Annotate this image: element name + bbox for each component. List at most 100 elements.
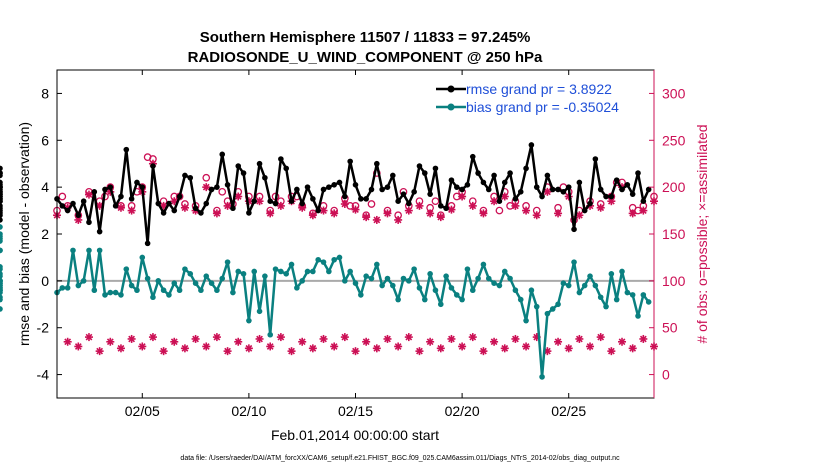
legend-bias-marker bbox=[447, 103, 455, 111]
y2-tick-label: 50 bbox=[662, 320, 678, 336]
obs-assimilated-point bbox=[436, 213, 445, 222]
rmse-point bbox=[288, 198, 295, 204]
y2-tick-label: 200 bbox=[662, 179, 686, 195]
obs-assimilated-point bbox=[351, 205, 360, 214]
y-axis-left: -4 -2 0 2 4 6 8 bbox=[37, 85, 62, 383]
rmse-point bbox=[571, 226, 577, 233]
bias-point bbox=[107, 289, 114, 296]
bias-point bbox=[400, 275, 407, 282]
obs-assimilated-point bbox=[511, 334, 520, 343]
bias-point bbox=[512, 287, 519, 294]
obs-assimilated-point bbox=[298, 337, 307, 346]
obs-assimilated-point bbox=[191, 334, 200, 343]
bias-point bbox=[102, 292, 108, 298]
bias-point bbox=[326, 268, 332, 275]
bias-series-layer bbox=[0, 224, 652, 380]
obs-assimilated-point bbox=[180, 344, 189, 353]
bias-point bbox=[539, 374, 545, 380]
obs-assimilated-point bbox=[287, 347, 296, 356]
obs-assimilated-point bbox=[575, 334, 584, 343]
rmse-point bbox=[198, 210, 204, 216]
rmse-point bbox=[0, 207, 3, 214]
obs-assimilated-point bbox=[84, 190, 93, 199]
bias-point bbox=[608, 271, 615, 277]
bias-point bbox=[320, 259, 327, 265]
obs-assimilated-point bbox=[319, 334, 328, 343]
rmse-point bbox=[182, 172, 188, 179]
bias-point bbox=[390, 282, 396, 289]
rmse-point bbox=[283, 165, 290, 172]
bias-point bbox=[160, 287, 167, 294]
x-tick-label: 02/15 bbox=[338, 403, 373, 419]
bias-point bbox=[581, 282, 588, 289]
bias-point bbox=[75, 282, 82, 289]
rmse-point bbox=[400, 191, 407, 197]
obs-possible-point bbox=[202, 173, 211, 182]
bias-point bbox=[336, 254, 343, 261]
rmse-point bbox=[310, 196, 316, 202]
obs-assimilated-point bbox=[532, 211, 541, 220]
rmse-point bbox=[496, 198, 503, 204]
rmse-point bbox=[560, 189, 567, 195]
bias-point bbox=[80, 278, 87, 284]
rmse-point bbox=[448, 177, 455, 183]
obs-assimilated-point bbox=[159, 347, 168, 356]
obs-assimilated-point bbox=[426, 337, 435, 346]
obs-assimilated-point bbox=[223, 201, 232, 210]
obs-assimilated-point bbox=[564, 344, 573, 353]
bias-point bbox=[411, 266, 417, 272]
obs-assimilated-point bbox=[255, 197, 264, 206]
rmse-point bbox=[203, 200, 210, 207]
obs-assimilated-point bbox=[404, 333, 413, 342]
bias-point bbox=[267, 331, 274, 338]
bias-point bbox=[496, 282, 503, 289]
obs-assimilated-point bbox=[212, 333, 221, 342]
bias-point bbox=[283, 271, 290, 277]
bias-point bbox=[246, 317, 252, 324]
rmse-point bbox=[187, 174, 194, 181]
bias-point bbox=[533, 303, 540, 310]
obs-assimilated-point bbox=[362, 337, 371, 346]
bias-point bbox=[517, 296, 524, 303]
rmse-point bbox=[0, 217, 3, 223]
rmse-point bbox=[320, 186, 327, 193]
bias-point bbox=[592, 282, 599, 289]
bias-point bbox=[358, 292, 364, 298]
bias-point bbox=[176, 287, 183, 294]
bias-point bbox=[166, 292, 172, 298]
y-tick-label: 8 bbox=[41, 85, 49, 101]
obs-assimilated-point bbox=[479, 209, 488, 218]
rmse-point bbox=[485, 186, 492, 193]
rmse-point bbox=[128, 196, 135, 202]
obs-assimilated-point bbox=[511, 201, 520, 210]
rmse-point bbox=[549, 186, 556, 193]
bias-point bbox=[501, 268, 508, 275]
obs-assimilated-point bbox=[639, 334, 648, 343]
rmse-point bbox=[421, 170, 428, 176]
obs-assimilated-point bbox=[479, 347, 488, 356]
obs-assimilated-point bbox=[330, 342, 339, 351]
y-tick-label: 0 bbox=[41, 273, 49, 289]
bias-point bbox=[64, 285, 71, 291]
plot-area bbox=[57, 70, 654, 398]
obs-assimilated-point bbox=[618, 337, 627, 346]
obs-assimilated-point bbox=[266, 342, 275, 351]
x-tick-label: 02/05 bbox=[125, 403, 160, 419]
obs-assimilated-point bbox=[372, 344, 381, 353]
rmse-point bbox=[629, 191, 636, 197]
bias-point bbox=[0, 271, 3, 277]
rmse-point bbox=[507, 170, 513, 176]
bias-point bbox=[240, 271, 247, 277]
rmse-point bbox=[0, 170, 3, 176]
rmse-point bbox=[70, 200, 76, 207]
bias-point bbox=[544, 310, 551, 317]
bias-point bbox=[203, 273, 210, 279]
y-tick-label: 4 bbox=[41, 179, 49, 195]
y-tick-label: -2 bbox=[37, 320, 50, 336]
bias-point bbox=[192, 280, 199, 287]
bias-point bbox=[507, 275, 513, 282]
obs-assimilated-point bbox=[170, 337, 179, 346]
rmse-point bbox=[166, 200, 172, 207]
rmse-point bbox=[523, 165, 529, 172]
obs-assimilated-point bbox=[447, 334, 456, 343]
